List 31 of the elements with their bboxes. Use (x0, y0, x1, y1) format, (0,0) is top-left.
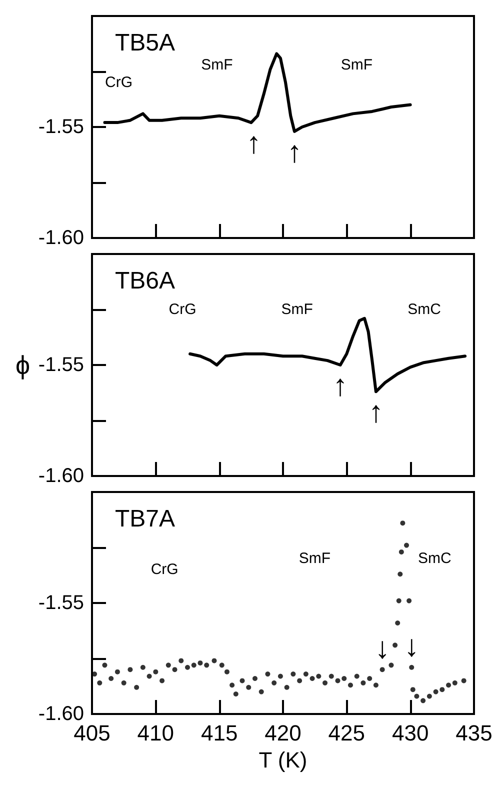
x-axis-title: T (K) (258, 747, 308, 772)
annotation: SmF (281, 301, 313, 318)
annotation: CrG (168, 301, 196, 318)
annotation: ↓ (374, 632, 390, 666)
annotation: SmF (340, 56, 373, 74)
annotation: ↓ (404, 630, 420, 663)
x-tick-label: 425 (328, 720, 366, 746)
annotation: SmC (408, 301, 442, 318)
x-tick-label: 420 (264, 720, 302, 746)
y-tick-label: -1.60 (38, 227, 84, 249)
annotation: SmC (418, 550, 452, 568)
annotation: ↑ (286, 136, 302, 169)
y-axis-title: ϕ (15, 350, 30, 380)
x-tick-label: 410 (137, 720, 174, 746)
annotation: ↑ (246, 127, 262, 160)
annotation: SmF (298, 550, 331, 568)
y-tick-label: -1.55 (38, 354, 84, 376)
y-tick-label: -1.60 (38, 465, 84, 487)
annotation: SmF (201, 56, 233, 74)
text: TB7A (115, 506, 176, 532)
annotation: CrG (104, 74, 132, 92)
text: TB5A (115, 30, 176, 56)
x-tick-label: 435 (456, 720, 492, 746)
annotation: ↑ (368, 396, 384, 430)
annotation: CrG (150, 561, 178, 578)
x-tick-label: 415 (200, 720, 238, 746)
y-tick-label: -1.55 (38, 116, 84, 138)
x-tick-label: 430 (392, 720, 429, 746)
annotation: ↑ (332, 370, 348, 402)
y-tick-label: -1.55 (38, 592, 84, 614)
text: TB6A (115, 268, 176, 294)
